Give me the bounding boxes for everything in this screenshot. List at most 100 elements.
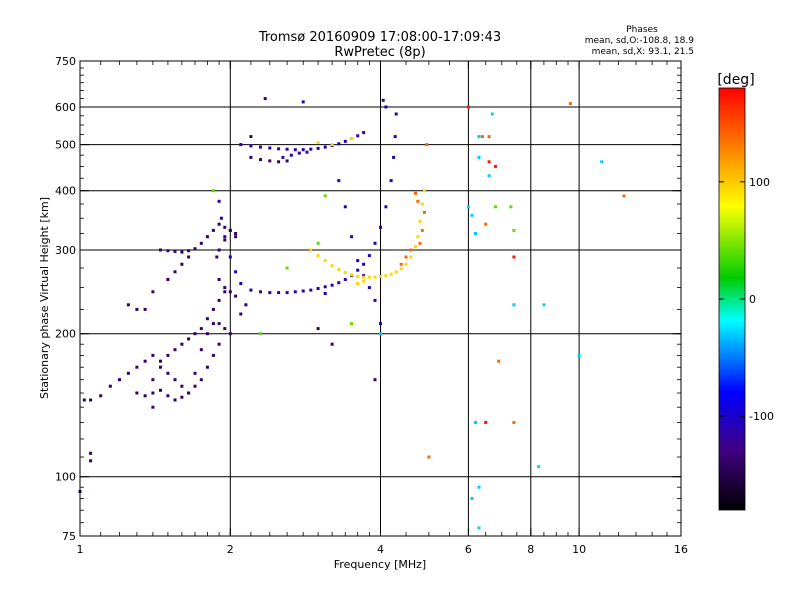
data-point [211, 353, 215, 357]
data-point [423, 189, 426, 193]
data-point [223, 290, 227, 294]
data-point [151, 405, 155, 409]
colorbar-ticks: 100 0 -100 [719, 176, 774, 423]
data-point [228, 290, 232, 294]
data-point [285, 266, 289, 270]
data-point [166, 371, 170, 375]
data-point [159, 365, 162, 369]
data-point [217, 222, 221, 226]
data-point [420, 228, 424, 232]
data-point [249, 144, 253, 148]
data-point [509, 205, 513, 209]
data-point [199, 348, 203, 352]
x-tick-label: 4 [377, 543, 384, 556]
colorbar-tick-label: 100 [749, 176, 770, 189]
data-point [362, 262, 366, 266]
data-point [409, 255, 413, 259]
data-point [622, 194, 626, 198]
data-point [356, 259, 360, 263]
data-point [568, 102, 572, 106]
data-point [166, 394, 170, 398]
data-point [228, 228, 232, 232]
data-point [362, 279, 366, 283]
data-point [350, 235, 354, 239]
data-point [379, 274, 382, 278]
y-tick-label: 600 [55, 101, 76, 114]
data-point [187, 337, 191, 341]
data-point [180, 262, 184, 266]
data-point [330, 143, 334, 147]
data-point [309, 248, 313, 252]
data-point [143, 359, 147, 363]
x-tick-labels: 1 2 4 6 8 10 16 [77, 543, 689, 556]
data-point [223, 286, 227, 290]
data-point [337, 142, 341, 146]
data-point [211, 189, 215, 193]
data-point [409, 248, 413, 252]
data-point [166, 353, 170, 357]
y-tick-label: 300 [55, 244, 76, 257]
data-point [285, 291, 289, 295]
data-point [173, 398, 177, 402]
data-point [330, 264, 334, 268]
data-point [205, 317, 209, 321]
data-point [484, 421, 488, 424]
data-point [219, 216, 223, 220]
data-point [343, 205, 347, 209]
data-point [211, 307, 215, 311]
data-point [362, 274, 366, 278]
data-point [309, 147, 313, 151]
data-point [259, 290, 262, 294]
axis-ticks [79, 60, 682, 537]
data-point [281, 155, 285, 159]
data-point [187, 249, 191, 253]
data-point [180, 384, 184, 388]
data-point [211, 228, 215, 232]
data-point [259, 145, 262, 149]
data-point [268, 146, 272, 150]
data-point [297, 151, 301, 155]
data-point [223, 225, 227, 229]
data-point [470, 496, 474, 500]
chart-subtitle: RwPretec (8p) [334, 45, 425, 60]
data-point [477, 135, 481, 139]
x-tick-label: 16 [674, 543, 688, 556]
data-point [223, 327, 227, 331]
data-point [537, 465, 541, 469]
data-point [600, 160, 604, 164]
data-point [151, 290, 155, 294]
data-point [494, 205, 497, 209]
data-point [470, 213, 474, 217]
data-point [477, 485, 481, 489]
data-point [423, 210, 426, 214]
data-point [477, 155, 481, 159]
data-point [285, 159, 289, 163]
data-point [394, 112, 398, 116]
data-point [223, 235, 227, 239]
data-point [343, 278, 347, 281]
data-point [305, 150, 309, 154]
data-point [323, 259, 327, 263]
data-point [166, 249, 170, 253]
data-point [193, 371, 197, 375]
data-point [199, 241, 203, 245]
data-point [356, 274, 360, 278]
data-point [389, 179, 393, 183]
x-tick-label: 10 [572, 543, 586, 556]
data-point [484, 222, 488, 226]
data-point [118, 378, 121, 382]
data-point [263, 97, 267, 101]
colorbar-label: [deg] [717, 72, 754, 88]
data-point [228, 255, 232, 259]
data-point [180, 395, 184, 399]
data-point [477, 526, 481, 530]
data-point [414, 245, 417, 249]
data-point [217, 278, 221, 281]
data-point [199, 327, 203, 331]
data-point [394, 270, 398, 274]
data-point [180, 250, 184, 254]
data-point [316, 287, 320, 290]
data-point [249, 288, 253, 292]
data-point [205, 332, 209, 336]
